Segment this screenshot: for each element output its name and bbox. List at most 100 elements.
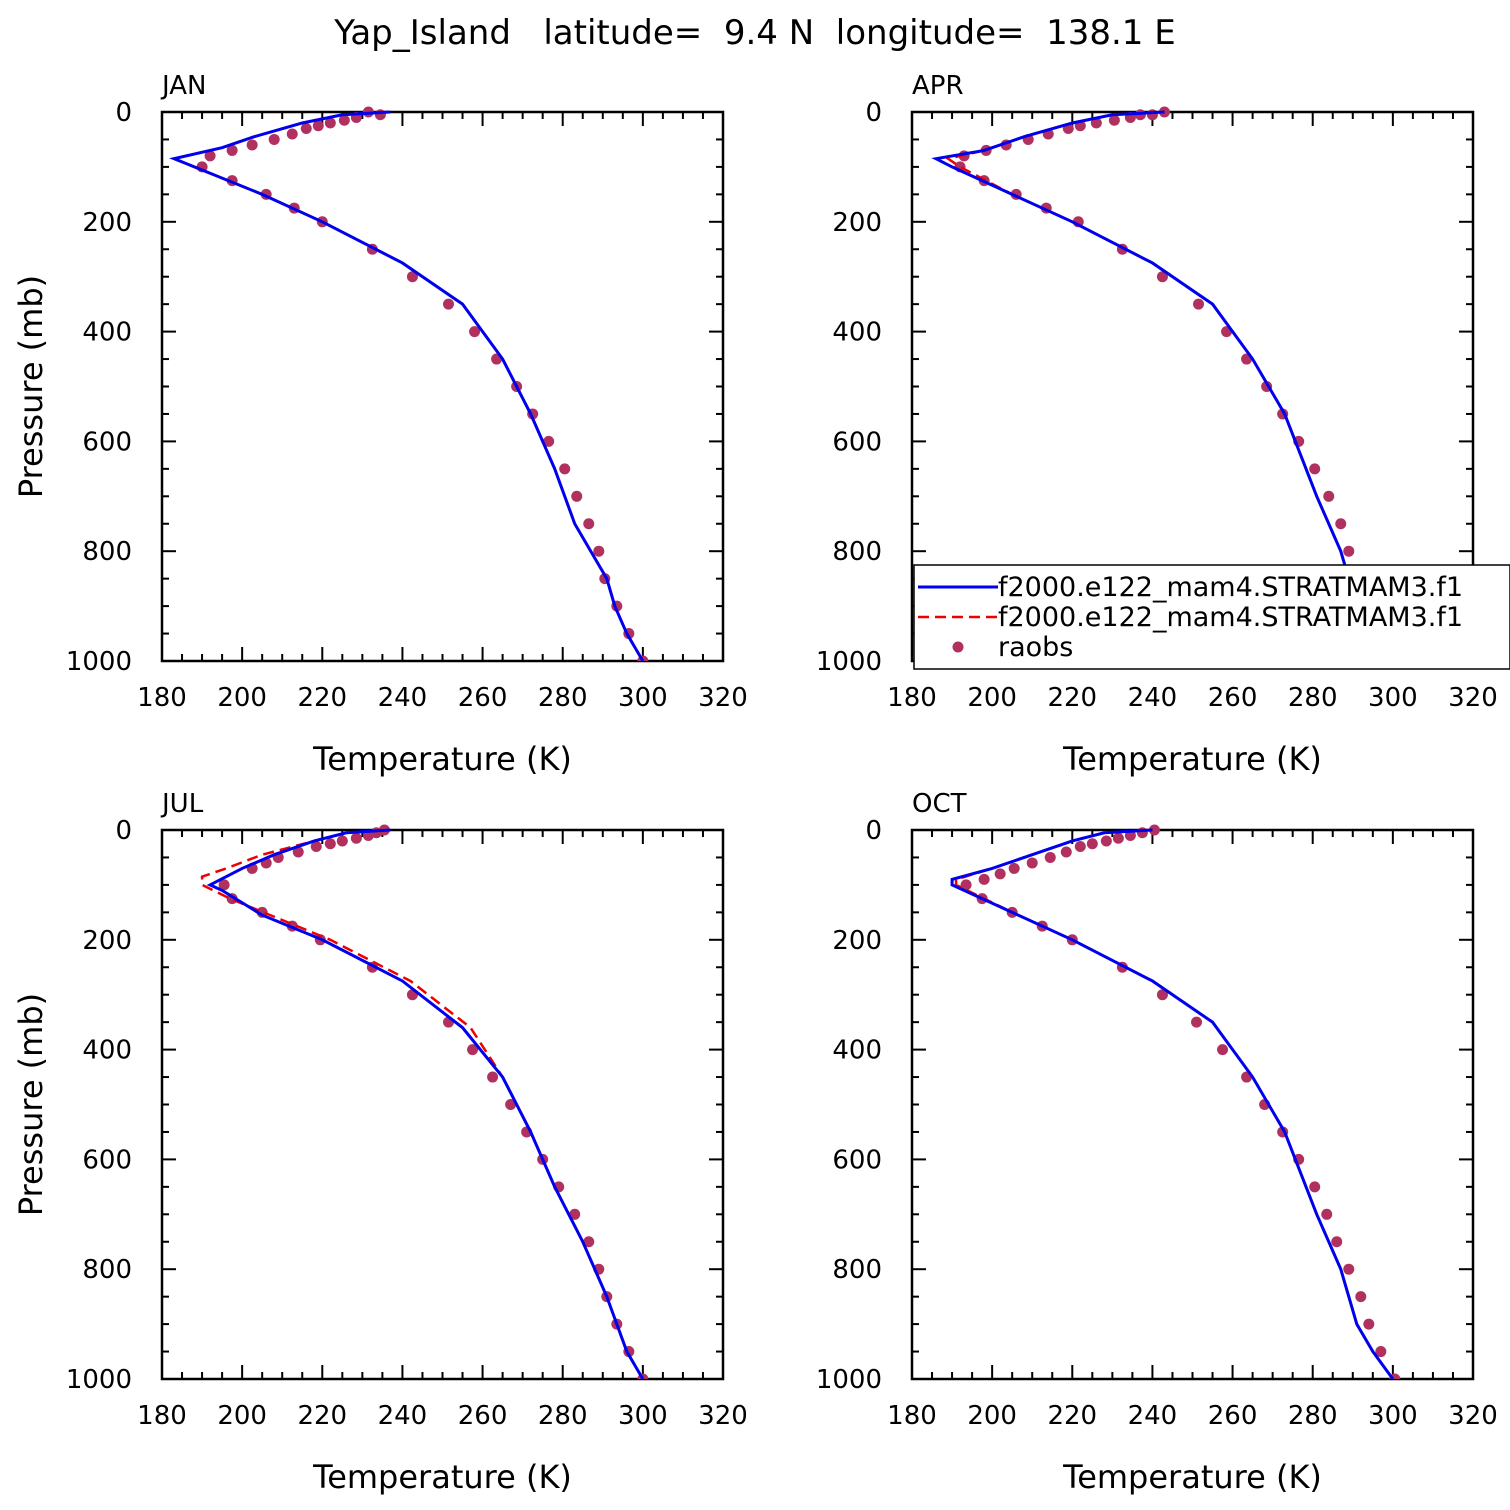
raobs-point <box>268 133 280 145</box>
panel-label: JAN <box>160 71 206 101</box>
raobs-point <box>1086 838 1098 850</box>
raobs-point <box>324 838 336 850</box>
raobs-point <box>1343 545 1355 557</box>
y-tick-label: 0 <box>115 816 132 846</box>
raobs-point <box>1156 989 1168 1001</box>
raobs-point <box>583 1236 595 1248</box>
raobs-point <box>1044 851 1056 863</box>
raobs-point <box>1323 490 1335 502</box>
y-axis-label: Pressure (mb) <box>12 993 50 1216</box>
figure-title: Yap_Island latitude= 9.4 N longitude= 13… <box>333 13 1175 53</box>
legend-label: f2000.e122_mam4.STRATMAM3.f1 <box>998 572 1463 603</box>
raobs-point <box>1108 114 1120 126</box>
raobs-point <box>559 463 571 475</box>
x-tick-label: 180 <box>137 1401 187 1431</box>
raobs-point <box>469 326 481 338</box>
x-tick-label: 280 <box>1288 683 1338 713</box>
raobs-point <box>1026 857 1038 869</box>
raobs-point <box>994 868 1006 880</box>
raobs-point <box>1090 117 1102 129</box>
raobs-point <box>1148 824 1160 836</box>
y-tick-label: 800 <box>832 537 882 567</box>
raobs-point <box>978 873 990 885</box>
raobs-point <box>1217 1044 1229 1056</box>
raobs-point <box>312 120 324 132</box>
y-tick-label: 600 <box>82 1145 132 1175</box>
x-tick-label: 180 <box>887 683 937 713</box>
raobs-point <box>1156 271 1168 283</box>
x-tick-label: 220 <box>1047 1401 1097 1431</box>
x-tick-label: 300 <box>618 683 668 713</box>
y-tick-label: 200 <box>832 208 882 238</box>
raobs-point <box>1074 840 1086 852</box>
y-tick-label: 1000 <box>66 647 132 677</box>
x-tick-label: 320 <box>698 1401 748 1431</box>
raobs-point <box>487 1071 499 1083</box>
x-axis-label: Temperature (K) <box>1062 1458 1322 1496</box>
raobs-point <box>1191 1016 1203 1028</box>
raobs-point <box>1060 846 1072 858</box>
model-b-dashed-line <box>169 110 644 661</box>
y-tick-label: 200 <box>82 208 132 238</box>
raobs-point <box>1112 832 1124 844</box>
panel-label: JUL <box>160 789 204 819</box>
x-tick-label: 220 <box>297 683 347 713</box>
x-tick-label: 180 <box>137 683 187 713</box>
model-a-solid-line <box>206 828 645 1379</box>
x-tick-label: 200 <box>217 1401 267 1431</box>
y-tick-label: 600 <box>832 1145 882 1175</box>
x-tick-label: 280 <box>538 683 588 713</box>
x-tick-label: 300 <box>1368 683 1418 713</box>
x-axis-label: Temperature (K) <box>312 1458 572 1496</box>
y-tick-label: 200 <box>82 926 132 956</box>
raobs-point <box>324 117 336 129</box>
legend-box <box>913 564 1510 670</box>
raobs-point <box>246 139 258 151</box>
y-tick-label: 200 <box>832 926 882 956</box>
y-tick-label: 0 <box>865 98 882 128</box>
y-tick-label: 400 <box>82 318 132 348</box>
model-b-dashed-line <box>200 828 644 1379</box>
raobs-point <box>204 150 216 162</box>
raobs-point <box>1355 1291 1367 1303</box>
raobs-point <box>336 835 348 847</box>
y-tick-label: 1000 <box>816 1365 882 1395</box>
legend-dot-swatch <box>952 641 964 653</box>
y-tick-label: 1000 <box>816 647 882 677</box>
raobs-point <box>1193 298 1205 310</box>
raobs-point <box>406 271 418 283</box>
raobs-point <box>960 879 972 891</box>
x-tick-label: 240 <box>378 683 428 713</box>
raobs-point <box>338 114 350 126</box>
x-tick-label: 320 <box>1448 683 1498 713</box>
y-tick-label: 400 <box>82 1036 132 1066</box>
panel-label: APR <box>912 71 964 101</box>
raobs-point <box>443 298 455 310</box>
panel-jul: JUL 180 200 220 240 260 280 300 320 0 200 400 600 800… <box>12 789 748 1496</box>
raobs-point <box>1343 1263 1355 1275</box>
y-tick-label: 400 <box>832 1036 882 1066</box>
x-tick-label: 240 <box>1128 1401 1178 1431</box>
y-tick-label: 0 <box>865 816 882 846</box>
raobs-point <box>543 435 555 447</box>
x-tick-label: 180 <box>887 1401 937 1431</box>
panel-label: OCT <box>912 789 967 819</box>
x-tick-label: 220 <box>1047 683 1097 713</box>
raobs-point <box>292 846 304 858</box>
raobs-point <box>350 832 362 844</box>
x-tick-label: 260 <box>458 1401 508 1431</box>
plot-frame <box>910 828 1475 1381</box>
x-tick-label: 300 <box>1368 1401 1418 1431</box>
raobs-point <box>569 1208 581 1220</box>
panel-apr: APR 180 200 220 240 260 280 300 320 0 200 400 600 800… <box>816 71 1498 778</box>
plot-frame <box>160 828 725 1381</box>
y-tick-label: 800 <box>82 1255 132 1285</box>
raobs-point <box>505 1099 517 1110</box>
raobs-point <box>286 128 298 140</box>
raobs-point <box>310 840 322 852</box>
x-axis-label: Temperature (K) <box>1062 740 1322 778</box>
x-tick-label: 280 <box>1288 1401 1338 1431</box>
raobs-point <box>1335 518 1347 530</box>
y-tick-label: 1000 <box>66 1365 132 1395</box>
raobs-point <box>300 122 312 134</box>
